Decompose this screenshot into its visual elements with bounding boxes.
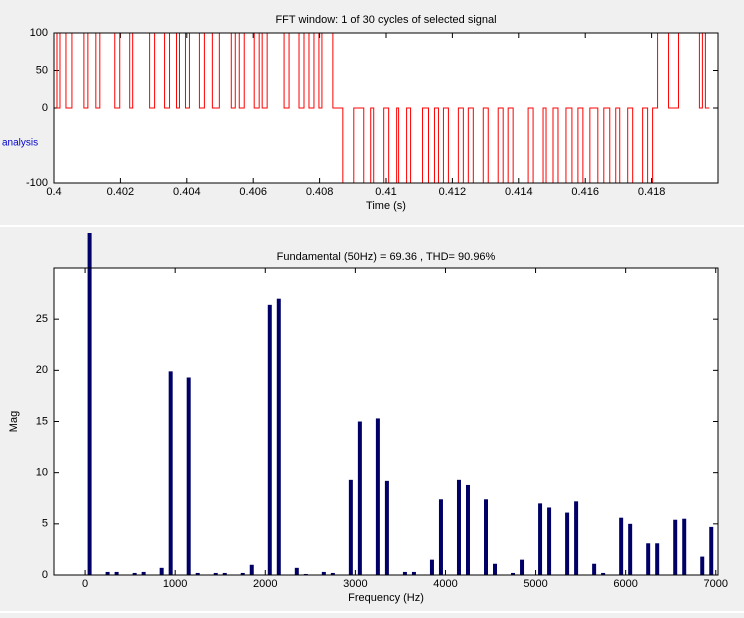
x-tick-label: 0.414	[505, 186, 533, 198]
bar	[132, 572, 137, 575]
bar	[456, 479, 461, 575]
y-tick-label: 0	[42, 569, 48, 581]
bar	[619, 517, 624, 575]
x-tick-label: 0.416	[571, 186, 599, 198]
bar	[646, 543, 651, 575]
bar	[700, 556, 705, 575]
bar	[628, 523, 633, 575]
x-tick-label: 0.418	[638, 186, 666, 198]
y-axis-label: Mag	[8, 411, 20, 432]
bar	[105, 571, 110, 575]
bar	[222, 572, 227, 575]
y-tick-label: 100	[30, 27, 48, 39]
bar	[709, 526, 714, 575]
x-tick-label: 6000	[613, 578, 637, 590]
bar	[484, 499, 489, 575]
y-tick-label: -100	[26, 177, 48, 189]
bar	[276, 298, 281, 575]
bar	[682, 518, 687, 575]
x-axis-label: Time (s)	[366, 200, 406, 212]
x-tick-label: 0.4	[46, 186, 61, 198]
analysis-label[interactable]: analysis	[2, 138, 38, 149]
bar	[673, 519, 678, 575]
bar	[411, 571, 416, 575]
chart-title: Fundamental (50Hz) = 69.36 , THD= 90.96%	[277, 251, 496, 263]
y-tick-label: 0	[42, 102, 48, 114]
bar	[592, 563, 597, 575]
bar	[114, 571, 119, 575]
x-tick-label: 0.408	[306, 186, 334, 198]
x-tick-label: 0.402	[107, 186, 135, 198]
bar	[330, 572, 335, 575]
bar	[429, 559, 434, 575]
x-tick-label: 3000	[343, 578, 367, 590]
bar	[402, 571, 407, 575]
y-tick-label: 5	[42, 518, 48, 530]
bar	[159, 567, 164, 575]
x-tick-label: 0.412	[439, 186, 467, 198]
bar	[303, 573, 308, 575]
x-tick-label: 1000	[163, 578, 187, 590]
x-tick-label: 0.406	[239, 186, 267, 198]
bar	[348, 479, 353, 575]
bar	[384, 480, 389, 575]
bar	[520, 559, 525, 575]
x-tick-label: 5000	[523, 578, 547, 590]
bar	[141, 571, 146, 575]
x-tick-label: 2000	[253, 578, 277, 590]
bar	[538, 503, 543, 575]
x-tick-label: 4000	[433, 578, 457, 590]
bar	[168, 371, 173, 575]
plot-frame	[53, 267, 719, 576]
chart-title: FFT window: 1 of 30 cycles of selected s…	[275, 14, 496, 26]
bar	[375, 418, 380, 575]
bar	[511, 572, 516, 575]
x-tick-label: 7000	[704, 578, 728, 590]
bar	[655, 543, 660, 575]
bar	[294, 567, 299, 575]
bar	[186, 377, 191, 575]
x-tick-label: 0.41	[375, 186, 396, 198]
bar	[601, 572, 606, 575]
signal-line	[54, 33, 710, 183]
bar	[321, 571, 326, 575]
y-tick-label: 50	[36, 64, 48, 76]
y-tick-label: 20	[36, 364, 48, 376]
x-axis-label: Frequency (Hz)	[348, 592, 424, 604]
bar	[240, 572, 245, 575]
bar	[249, 564, 254, 575]
bar	[493, 563, 498, 575]
bar	[574, 501, 579, 575]
bar	[438, 499, 443, 575]
y-tick-label: 10	[36, 467, 48, 479]
y-tick-label: 15	[36, 415, 48, 427]
bar	[195, 572, 200, 575]
bar	[267, 304, 272, 575]
bar	[547, 507, 552, 575]
bar	[565, 512, 570, 575]
bar	[465, 484, 470, 575]
x-tick-label: 0.404	[173, 186, 201, 198]
x-tick-label: 0	[82, 578, 88, 590]
bar	[87, 233, 92, 575]
bar	[213, 572, 218, 575]
plot-frame	[53, 32, 719, 184]
bar	[357, 421, 362, 575]
y-tick-label: 25	[36, 313, 48, 325]
